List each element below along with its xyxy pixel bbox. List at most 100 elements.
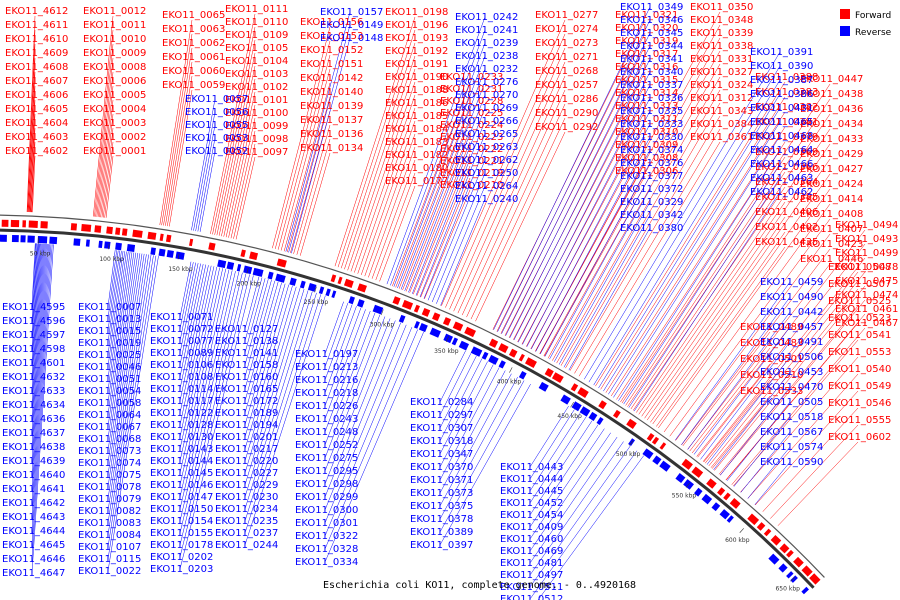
forward-gene-label[interactable]: EKO11_0152	[300, 45, 363, 56]
forward-gene-label[interactable]: EKO11_0433	[800, 134, 863, 145]
reverse-gene-label[interactable]: EKO11_0330	[620, 132, 683, 143]
reverse-gene-label[interactable]: EKO11_0145	[150, 468, 213, 479]
reverse-gene-label[interactable]: EKO11_0007	[78, 302, 141, 313]
forward-gene-label[interactable]: EKO11_0499	[835, 248, 898, 259]
forward-gene-label[interactable]: EKO11_0435	[755, 237, 818, 248]
reverse-gene-label[interactable]: EKO11_0341	[620, 54, 683, 65]
forward-gene-label[interactable]: EKO11_0003	[83, 118, 146, 129]
forward-gene-label[interactable]: EKO11_0408	[800, 209, 863, 220]
forward-gene-label[interactable]: EKO11_0447	[800, 74, 863, 85]
forward-gene-label[interactable]: EKO11_0104	[225, 56, 288, 67]
forward-gene-label[interactable]: EKO11_0059	[162, 80, 225, 91]
reverse-gene-label[interactable]: EKO11_0377	[620, 171, 683, 182]
reverse-gene-label[interactable]: EKO11_0276	[455, 77, 518, 88]
forward-gene-label[interactable]: EKO11_0381	[755, 117, 818, 128]
reverse-gene-label[interactable]: EKO11_0013	[78, 314, 141, 325]
reverse-gene-label[interactable]: EKO11_0301	[295, 518, 358, 529]
reverse-gene-label[interactable]: EKO11_0250	[455, 168, 518, 179]
forward-gene-label[interactable]: EKO11_0065	[162, 10, 225, 21]
reverse-gene-label[interactable]: EKO11_0202	[150, 552, 213, 563]
forward-gene-label[interactable]: EKO11_0292	[535, 122, 598, 133]
forward-gene-label[interactable]: EKO11_0103	[225, 69, 288, 80]
reverse-gene-label[interactable]: EKO11_0089	[150, 348, 213, 359]
reverse-gene-label[interactable]: EKO11_0074	[78, 458, 141, 469]
forward-gene-label[interactable]: EKO11_0140	[300, 87, 363, 98]
reverse-gene-label[interactable]: EKO11_0146	[150, 480, 213, 491]
forward-gene-label[interactable]: EKO11_0062	[162, 38, 225, 49]
forward-gene-label[interactable]: EKO11_0313	[615, 101, 678, 112]
forward-gene-label[interactable]: EKO11_0467	[835, 318, 898, 329]
reverse-gene-label[interactable]: EKO11_0141	[215, 348, 278, 359]
forward-gene-label[interactable]: EKO11_0221	[440, 156, 503, 167]
reverse-gene-label[interactable]: EKO11_0058	[78, 398, 141, 409]
reverse-gene-label[interactable]: EKO11_4645	[2, 540, 65, 551]
reverse-gene-label[interactable]: EKO11_0083	[78, 518, 141, 529]
forward-gene-label[interactable]: EKO11_0006	[83, 76, 146, 87]
reverse-gene-label[interactable]: EKO11_0453	[760, 367, 823, 378]
forward-gene-label[interactable]: EKO11_0009	[83, 48, 146, 59]
reverse-gene-label[interactable]: EKO11_0275	[295, 453, 358, 464]
reverse-gene-label[interactable]: EKO11_0071	[150, 312, 213, 323]
reverse-gene-label[interactable]: EKO11_4642	[2, 498, 65, 509]
forward-gene-label[interactable]: EKO11_0364	[755, 177, 818, 188]
reverse-gene-label[interactable]: EKO11_0114	[150, 384, 213, 395]
reverse-gene-label[interactable]: EKO11_0389	[410, 527, 473, 538]
forward-gene-label[interactable]: EKO11_0198	[385, 7, 448, 18]
reverse-gene-label[interactable]: EKO11_0189	[215, 408, 278, 419]
forward-gene-label[interactable]: EKO11_4609	[5, 48, 68, 59]
reverse-gene-label[interactable]: EKO11_0229	[215, 480, 278, 491]
reverse-gene-label[interactable]: EKO11_0295	[295, 466, 358, 477]
forward-gene-label[interactable]: EKO11_0185	[385, 111, 448, 122]
forward-gene-label[interactable]: EKO11_0010	[83, 34, 146, 45]
reverse-gene-label[interactable]: EKO11_0075	[78, 470, 141, 481]
reverse-gene-label[interactable]: EKO11_0409	[500, 522, 563, 533]
reverse-gene-label[interactable]: EKO11_0238	[455, 51, 518, 62]
reverse-gene-label[interactable]: EKO11_0079	[78, 494, 141, 505]
forward-gene-label[interactable]: EKO11_0331	[690, 54, 753, 65]
forward-gene-label[interactable]: EKO11_0423	[800, 239, 863, 250]
forward-gene-label[interactable]: EKO11_0186	[385, 98, 448, 109]
forward-gene-label[interactable]: EKO11_0508	[828, 262, 891, 273]
reverse-gene-label[interactable]: EKO11_0335	[620, 106, 683, 117]
forward-gene-label[interactable]: EKO11_0191	[385, 59, 448, 70]
forward-gene-label[interactable]: EKO11_0319	[615, 36, 678, 47]
forward-gene-label[interactable]: EKO11_0228	[440, 96, 503, 107]
forward-gene-label[interactable]: EKO11_0188	[385, 85, 448, 96]
forward-gene-label[interactable]: EKO11_0507	[828, 279, 891, 290]
reverse-gene-label[interactable]: EKO11_0506	[760, 352, 823, 363]
reverse-gene-label[interactable]: EKO11_0150	[150, 504, 213, 515]
reverse-gene-label[interactable]: EKO11_0239	[455, 38, 518, 49]
reverse-gene-label[interactable]: EKO11_0375	[410, 501, 473, 512]
reverse-gene-label[interactable]: EKO11_0468	[750, 131, 813, 142]
reverse-gene-label[interactable]: EKO11_0025	[78, 350, 141, 361]
forward-gene-label[interactable]: EKO11_0219	[440, 168, 503, 179]
forward-gene-label[interactable]: EKO11_0311	[615, 114, 678, 125]
reverse-gene-label[interactable]: EKO11_0390	[750, 61, 813, 72]
forward-gene-label[interactable]: EKO11_0427	[800, 164, 863, 175]
reverse-gene-label[interactable]: EKO11_0056	[185, 107, 248, 118]
reverse-gene-label[interactable]: EKO11_0227	[215, 468, 278, 479]
reverse-gene-label[interactable]: EKO11_0149	[320, 20, 383, 31]
forward-gene-label[interactable]: EKO11_0101	[225, 95, 288, 106]
forward-gene-label[interactable]: EKO11_0312	[690, 93, 753, 104]
reverse-gene-label[interactable]: EKO11_0373	[410, 488, 473, 499]
forward-gene-label[interactable]: EKO11_0097	[225, 147, 288, 158]
forward-gene-label[interactable]: EKO11_0231	[440, 84, 503, 95]
reverse-gene-label[interactable]: EKO11_4641	[2, 484, 65, 495]
forward-gene-label[interactable]: EKO11_0309	[615, 140, 678, 151]
forward-gene-label[interactable]: EKO11_0510	[740, 370, 803, 381]
forward-gene-label[interactable]: EKO11_4605	[5, 104, 68, 115]
reverse-gene-label[interactable]: EKO11_0240	[455, 194, 518, 205]
reverse-gene-label[interactable]: EKO11_0130	[150, 432, 213, 443]
reverse-gene-label[interactable]: EKO11_4597	[2, 330, 65, 341]
reverse-gene-label[interactable]: EKO11_0376	[620, 158, 683, 169]
forward-gene-label[interactable]: EKO11_4610	[5, 34, 68, 45]
forward-gene-label[interactable]: EKO11_0424	[800, 179, 863, 190]
reverse-gene-label[interactable]: EKO11_0318	[410, 436, 473, 447]
forward-gene-label[interactable]: EKO11_0327	[690, 67, 753, 78]
forward-gene-label[interactable]: EKO11_0321	[615, 10, 678, 21]
forward-gene-label[interactable]: EKO11_0406	[755, 207, 818, 218]
forward-gene-label[interactable]: EKO11_0005	[83, 90, 146, 101]
forward-gene-label[interactable]: EKO11_0142	[300, 73, 363, 84]
reverse-gene-label[interactable]: EKO11_0073	[78, 446, 141, 457]
